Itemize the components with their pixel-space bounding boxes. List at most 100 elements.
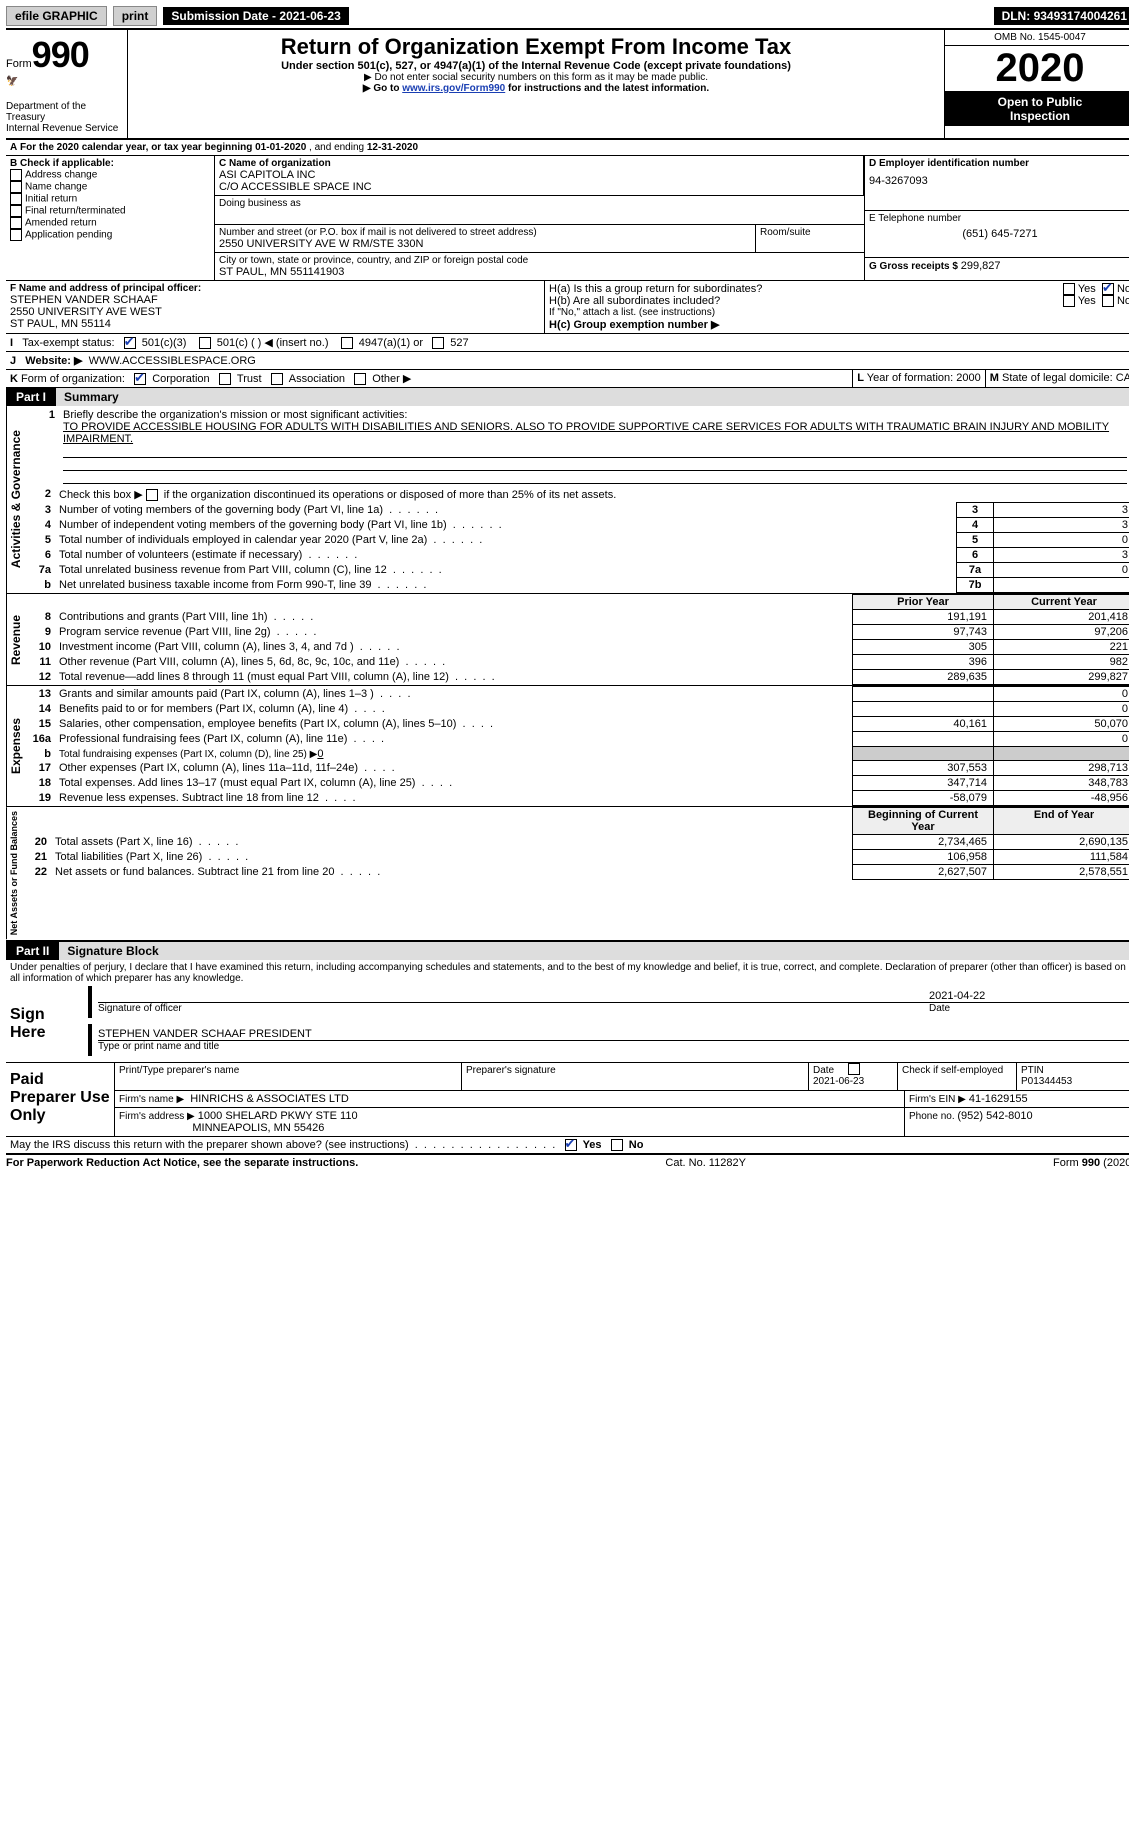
cb-name-change[interactable]	[10, 181, 22, 193]
part-2-header: Part II Signature Block	[6, 942, 1129, 960]
dln-label: DLN:	[1002, 9, 1034, 23]
print-button[interactable]: print	[113, 6, 158, 26]
cb-initial-return[interactable]	[10, 193, 22, 205]
cb-final-return[interactable]	[10, 205, 22, 217]
hb-text: H(b) Are all subordinates included?	[549, 295, 1063, 307]
col-begin: Beginning of Current Year	[853, 808, 994, 835]
firm-name: HINRICHS & ASSOCIATES LTD	[190, 1093, 349, 1105]
year-formation: 2000	[956, 372, 980, 384]
fh-block: F Name and address of principal officer:…	[6, 281, 1129, 334]
cb-other[interactable]	[354, 373, 366, 385]
irs-discuss-yes[interactable]	[565, 1139, 577, 1151]
gov-line-4: 4Number of independent voting members of…	[25, 518, 1129, 533]
form-note-1: ▶ Do not enter social security numbers o…	[136, 72, 936, 83]
city-label: City or town, state or province, country…	[219, 255, 860, 266]
form-note-2: ▶ Go to www.irs.gov/Form990 for instruct…	[136, 83, 936, 94]
firm-phone: (952) 542-8010	[957, 1110, 1032, 1122]
ha-yes[interactable]	[1063, 283, 1075, 295]
cb-assoc[interactable]	[271, 373, 283, 385]
rev-line-12: 12Total revenue—add lines 8 through 11 (…	[25, 670, 1129, 685]
gov-line-6: 6Total number of volunteers (estimate if…	[25, 548, 1129, 563]
form-number: 990	[32, 34, 89, 75]
cb-application-pending[interactable]	[10, 229, 22, 241]
form-title: Return of Organization Exempt From Incom…	[136, 34, 936, 60]
firm-addr1: 1000 SHELARD PKWY STE 110	[198, 1110, 358, 1122]
header-right: OMB No. 1545-0047 2020 Open to Public In…	[944, 30, 1129, 138]
cb-amended-return[interactable]	[10, 217, 22, 229]
top-bar: efile GRAPHIC print Submission Date - 20…	[6, 6, 1129, 26]
footer-left: For Paperwork Reduction Act Notice, see …	[6, 1157, 358, 1169]
rev-line-10: 10Investment income (Part VIII, column (…	[25, 640, 1129, 655]
city-value: ST PAUL, MN 551141903	[219, 266, 860, 278]
submission-date-label: Submission Date -	[171, 9, 279, 23]
submission-date: Submission Date - 2021-06-23	[163, 7, 348, 25]
rev-line-9: 9Program service revenue (Part VIII, lin…	[25, 625, 1129, 640]
irs-logo-icon: 🦅	[6, 76, 121, 87]
irs-link[interactable]: www.irs.gov/Form990	[402, 83, 505, 94]
col-end: End of Year	[994, 808, 1129, 835]
cb-527[interactable]	[432, 337, 444, 349]
cb-501c[interactable]	[199, 337, 211, 349]
ha-text: H(a) Is this a group return for subordin…	[549, 283, 1063, 295]
gov-line-b: bNet unrelated business taxable income f…	[25, 578, 1129, 593]
hc-text: H(c) Group exemption number ▶	[549, 318, 1129, 331]
side-expenses: Expenses	[6, 686, 25, 806]
irs-discuss-no[interactable]	[611, 1139, 623, 1151]
prep-date: 2021-06-23	[813, 1076, 864, 1087]
expenses-block: Expenses 13Grants and similar amounts pa…	[6, 686, 1129, 807]
exp-line-15: 15Salaries, other compensation, employee…	[25, 717, 1129, 732]
section-b-label: B Check if applicable:	[10, 158, 210, 169]
cb-501c3[interactable]	[124, 337, 136, 349]
cb-address-change[interactable]	[10, 169, 22, 181]
irs-label: Internal Revenue Service	[6, 123, 121, 134]
net-line-21: 21Total liabilities (Part X, line 26) . …	[21, 850, 1129, 865]
footer-mid: Cat. No. 11282Y	[665, 1157, 746, 1169]
cb-corp[interactable]	[134, 373, 146, 385]
side-revenue: Revenue	[6, 594, 25, 685]
omb-number: OMB No. 1545-0047	[945, 30, 1129, 45]
hb-note: If "No," attach a list. (see instruction…	[549, 307, 1129, 318]
paid-label: Paid Preparer Use Only	[6, 1063, 114, 1136]
header-mid: Return of Organization Exempt From Incom…	[128, 30, 944, 138]
sign-here-block: Sign Here 2021-04-22 Signature of office…	[6, 986, 1129, 1063]
dba-label: Doing business as	[219, 198, 860, 209]
line-i: I Tax-exempt status: 501(c)(3) 501(c) ( …	[6, 334, 1129, 352]
gov-line-3: 3Number of voting members of the governi…	[25, 503, 1129, 518]
gov-line-7a: 7aTotal unrelated business revenue from …	[25, 563, 1129, 578]
self-employed: Check if self-employed	[898, 1063, 1017, 1090]
rev-line-8: 8Contributions and grants (Part VIII, li…	[25, 610, 1129, 625]
col-prior: Prior Year	[853, 595, 994, 610]
org-name-2: C/O ACCESSIBLE SPACE INC	[219, 181, 859, 193]
side-governance: Activities & Governance	[6, 406, 25, 593]
exp-line-14: 14Benefits paid to or for members (Part …	[25, 702, 1129, 717]
d-label: D Employer identification number	[869, 158, 1129, 169]
line-klm: K Form of organization: Corporation Trus…	[6, 370, 1129, 388]
hb-yes[interactable]	[1063, 295, 1075, 307]
exp-line-b: bTotal fundraising expenses (Part IX, co…	[25, 747, 1129, 761]
exp-line-16a: 16aProfessional fundraising fees (Part I…	[25, 732, 1129, 747]
exp-line-18: 18Total expenses. Add lines 13–17 (must …	[25, 776, 1129, 791]
open-to-public: Open to Public Inspection	[945, 92, 1129, 126]
ha-no[interactable]	[1102, 283, 1114, 295]
part-1-header: Part I Summary	[6, 388, 1129, 406]
exp-line-19: 19Revenue less expenses. Subtract line 1…	[25, 791, 1129, 806]
page-footer: For Paperwork Reduction Act Notice, see …	[6, 1154, 1129, 1169]
hb-no[interactable]	[1102, 295, 1114, 307]
side-netassets: Net Assets or Fund Balances	[6, 807, 21, 939]
form-header: Form990 🦅 Department of the Treasury Int…	[6, 30, 1129, 140]
sign-date: 2021-04-22	[929, 990, 1129, 1002]
irs-discuss: May the IRS discuss this return with the…	[6, 1137, 1129, 1154]
street-label: Number and street (or P.O. box if mail i…	[219, 227, 751, 238]
net-line-20: 20Total assets (Part X, line 16) . . . .…	[21, 835, 1129, 850]
officer-name: STEPHEN VANDER SCHAAF	[10, 294, 540, 306]
cb-self-employed[interactable]	[848, 1063, 860, 1075]
f-label: F Name and address of principal officer:	[10, 283, 540, 294]
state-domicile: CA	[1116, 372, 1129, 384]
gov-line-5: 5Total number of individuals employed in…	[25, 533, 1129, 548]
cb-4947[interactable]	[341, 337, 353, 349]
street-value: 2550 UNIVERSITY AVE W RM/STE 330N	[219, 238, 751, 250]
phone-value: (651) 645-7271	[869, 228, 1129, 240]
exp-line-17: 17Other expenses (Part IX, column (A), l…	[25, 761, 1129, 776]
sign-here-label: Sign Here	[6, 986, 84, 1062]
cb-trust[interactable]	[219, 373, 231, 385]
